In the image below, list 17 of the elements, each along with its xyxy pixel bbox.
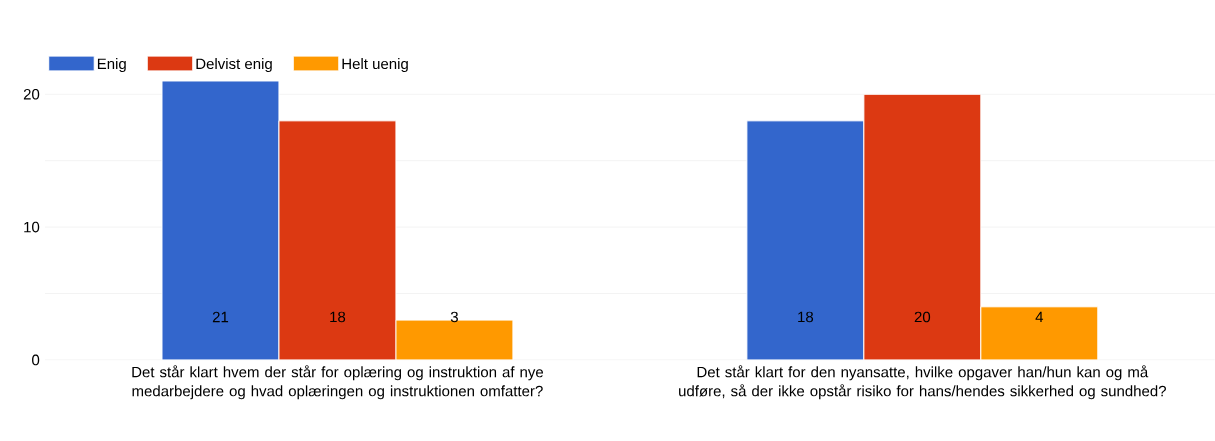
- y-tick-label: 10: [24, 221, 40, 233]
- data-label: 20: [914, 311, 931, 323]
- bar: [161, 81, 280, 360]
- legend-label: Helt uenig: [342, 58, 408, 73]
- legend-label: Enig: [97, 58, 126, 73]
- bar: [746, 120, 865, 360]
- data-label: 3: [450, 311, 458, 323]
- data-label: 18: [330, 311, 346, 323]
- y-tick-label: 20: [23, 88, 40, 100]
- legend-label: Delvist enig: [196, 58, 272, 73]
- data-label: 18: [798, 311, 814, 323]
- x-tick-label: Det står klart hvem der står for oplæring og instruktion af nye medarbejdere og hvad oplæringen og instruktionen omfatter?: [132, 365, 544, 400]
- data-label: 21: [212, 311, 229, 323]
- data-label: 4: [1035, 311, 1044, 323]
- x-tick-label: Det står klart for den nyansatte, hvilke opgaver han/hun kan og må udføre, så der ikke opstår risiko for hans/hendes sikkerhed og sundhed?: [679, 365, 1166, 400]
- y-tick-label: 0: [32, 354, 40, 366]
- bar: [980, 306, 1099, 360]
